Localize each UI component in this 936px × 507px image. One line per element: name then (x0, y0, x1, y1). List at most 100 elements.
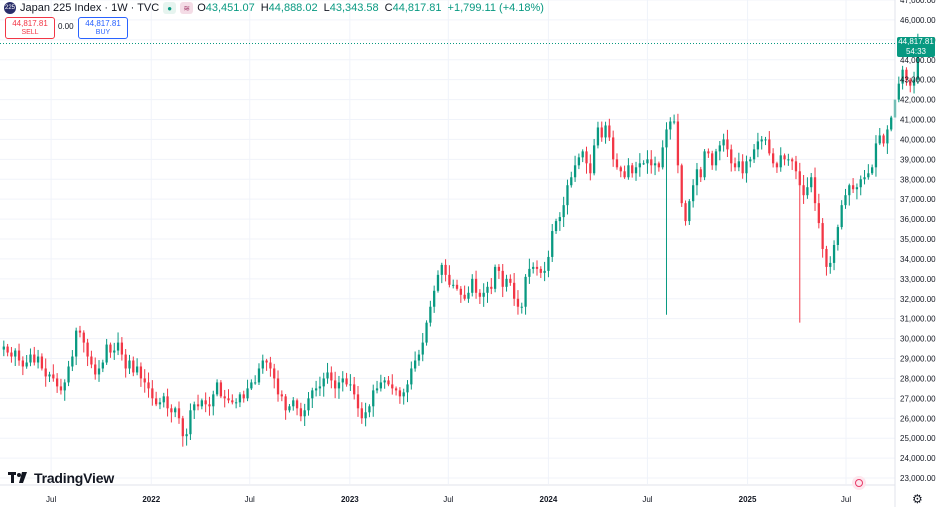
candle-body (749, 159, 752, 162)
candle-body (174, 408, 177, 413)
candlestick-series (2, 33, 919, 447)
ohlc-values: O43,451.07 H44,888.02 L43,343.58 C44,817… (197, 2, 544, 14)
candle-body (36, 356, 40, 363)
candle-body (825, 248, 828, 267)
candle-body (840, 205, 843, 228)
candle-body (791, 159, 794, 162)
candle-body (269, 362, 272, 369)
candle-body (871, 167, 874, 174)
visibility-dot-icon[interactable]: ● (163, 2, 177, 14)
y-tick-label: 27,000.00 (900, 394, 936, 403)
candle-body (859, 179, 862, 188)
candle-body (231, 400, 234, 403)
candle-body (650, 159, 653, 166)
gear-icon[interactable]: ⚙ (912, 492, 923, 506)
candle-body (181, 418, 184, 437)
candle-body (25, 362, 28, 367)
candle-body (14, 350, 17, 357)
candle-body (558, 217, 561, 222)
candle-body (413, 360, 417, 369)
candle-body (223, 396, 226, 399)
candle-body (516, 298, 520, 307)
price-axis[interactable]: 23,000.00 24,000.00 25,000.00 26,000.00 27,0… (894, 0, 936, 507)
go-to-realtime-icon[interactable] (852, 476, 866, 490)
candle-body (303, 410, 306, 417)
candle-body (166, 396, 169, 409)
candle-body (215, 382, 219, 395)
candle-body (787, 159, 790, 161)
candle-body (204, 400, 207, 405)
candle-body (349, 384, 352, 386)
candle-body (596, 127, 600, 146)
candle-body (570, 177, 573, 186)
y-tick-label: 34,000.00 (900, 255, 936, 264)
sell-button[interactable]: 44,817.81 SELL (5, 17, 55, 39)
indicator-wave-icon[interactable]: ≋ (180, 2, 194, 14)
candle-body (151, 388, 154, 399)
candle-body (44, 368, 47, 377)
y-tick-label: 46,000.00 (900, 16, 936, 25)
candle-body (577, 157, 581, 166)
candle-body (486, 286, 489, 293)
candle-body (608, 125, 611, 138)
candle-body (94, 364, 97, 375)
candle-body (162, 396, 165, 403)
y-tick-label: 29,000.00 (900, 355, 936, 364)
candle-body (779, 155, 782, 168)
candle-body (280, 394, 283, 397)
candle-body (501, 270, 504, 287)
candle-body (699, 169, 702, 178)
candle-body (543, 270, 546, 273)
time-axis[interactable]: Jul 2022 Jul 2023 Jul 2024 Jul 2025 Jul (0, 484, 895, 504)
candle-body (318, 386, 322, 389)
candle-body (48, 374, 51, 377)
candle-body (707, 151, 710, 154)
candle-body (631, 165, 634, 174)
candle-body (193, 404, 196, 411)
candle-body (585, 151, 588, 164)
candle-body (471, 278, 474, 293)
candle-body (764, 139, 767, 141)
buy-button[interactable]: 44,817.81 BUY (78, 17, 128, 39)
x-tick-label: Jul (642, 495, 652, 504)
candle-body (905, 69, 908, 80)
buy-price: 44,817.81 (85, 19, 121, 28)
candle-body (646, 159, 649, 164)
candle-body (867, 173, 870, 178)
candle-body (356, 394, 360, 409)
candle-body (128, 360, 131, 369)
symbol-title[interactable]: Japan 225 Index · 1W · TVC (20, 2, 160, 14)
candle-body (878, 135, 881, 144)
candle-body (657, 163, 661, 168)
candle-body (497, 266, 501, 271)
open-value: 43,451.07 (205, 2, 255, 14)
candle-body (330, 372, 333, 381)
low-value: 43,343.58 (329, 2, 379, 14)
candle-body (10, 352, 13, 357)
candle-body (208, 404, 211, 407)
candle-body (478, 292, 482, 297)
candle-body (196, 404, 200, 407)
candle-body (604, 125, 607, 138)
candle-body (528, 268, 531, 277)
y-tick-label: 32,000.00 (900, 295, 936, 304)
candle-body (120, 342, 124, 355)
candle-body (463, 294, 466, 299)
candle-body (844, 195, 847, 206)
last-price-label: 44,817.81 54:33 (897, 37, 935, 58)
y-tick-label: 47,000.00 (900, 0, 936, 5)
candle-body (238, 394, 242, 403)
candle-body (520, 306, 523, 308)
candle-body (539, 268, 542, 273)
close-value: 44,817.81 (392, 2, 442, 14)
candle-body (623, 171, 626, 178)
bar-countdown: 54:33 (905, 47, 927, 57)
tradingview-logo[interactable]: TradingView (8, 470, 114, 486)
candle-body (394, 388, 398, 391)
y-tick-label: 43,000.00 (900, 76, 936, 85)
candle-body (711, 153, 714, 166)
candle-body (684, 203, 687, 222)
candle-body (802, 185, 805, 196)
x-tick-label: Jul (841, 495, 851, 504)
